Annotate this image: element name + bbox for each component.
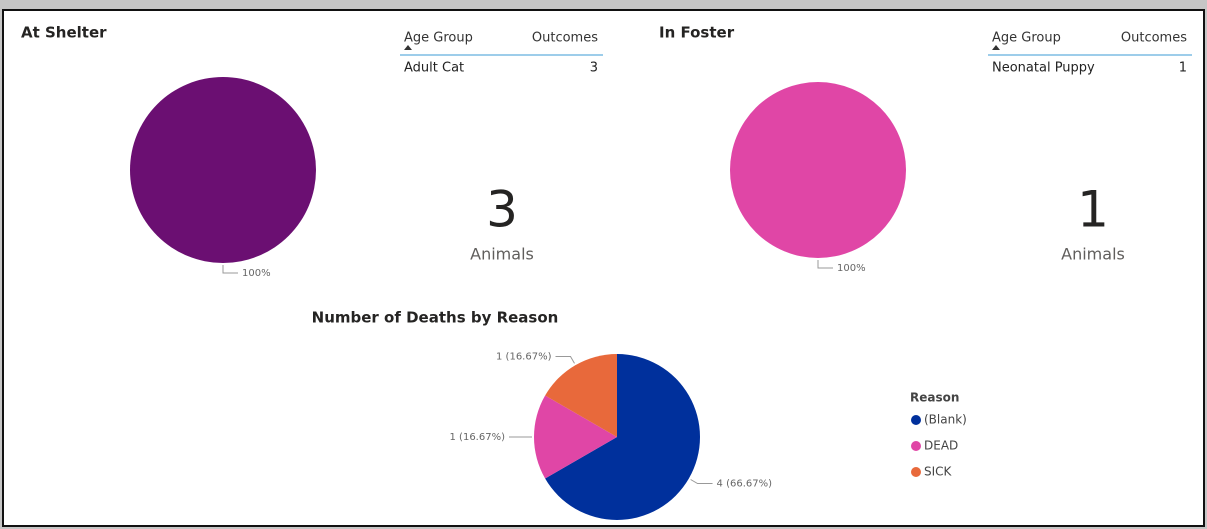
card-label: Animals <box>1061 245 1125 264</box>
pie-slice <box>130 77 316 263</box>
data-label: 1 (16.67%) <box>450 432 506 443</box>
legend-dot <box>911 467 921 477</box>
sort-arrow <box>404 45 412 50</box>
table-cell: 3 <box>590 61 598 76</box>
column-header: Outcomes <box>1121 31 1187 46</box>
chart-title: At Shelter <box>21 24 107 42</box>
card-value: 3 <box>486 181 518 239</box>
legend-dot <box>911 415 921 425</box>
pie-slice <box>545 354 700 520</box>
card-label: Animals <box>470 245 534 264</box>
sort-arrow <box>992 45 1000 50</box>
table-cell: Adult Cat <box>404 61 464 76</box>
leader-line <box>555 355 575 364</box>
leader-line <box>817 260 833 269</box>
data-label: 4 (66.67%) <box>717 479 773 490</box>
table-cell: 1 <box>1179 61 1187 76</box>
column-header: Outcomes <box>532 31 598 46</box>
legend-title: Reason <box>910 391 959 405</box>
column-header: Age Group <box>992 31 1061 46</box>
leader-line <box>222 265 238 274</box>
table-cell: Neonatal Puppy <box>992 61 1095 76</box>
pie-slice <box>545 354 617 437</box>
legend-label: DEAD <box>924 439 958 453</box>
pie-slice <box>533 395 617 479</box>
legend-label: (Blank) <box>924 413 967 427</box>
legend-label: SICK <box>924 465 953 479</box>
column-header: Age Group <box>404 31 473 46</box>
chart-title: Number of Deaths by Reason <box>312 309 559 327</box>
leader-line <box>690 479 713 484</box>
data-label: 100% <box>242 268 271 279</box>
legend-dot <box>911 441 921 451</box>
data-label: 1 (16.67%) <box>496 351 552 362</box>
card-value: 1 <box>1077 181 1109 239</box>
pie-slice <box>730 82 906 258</box>
data-label: 100% <box>837 263 866 274</box>
chart-title: In Foster <box>659 24 735 42</box>
